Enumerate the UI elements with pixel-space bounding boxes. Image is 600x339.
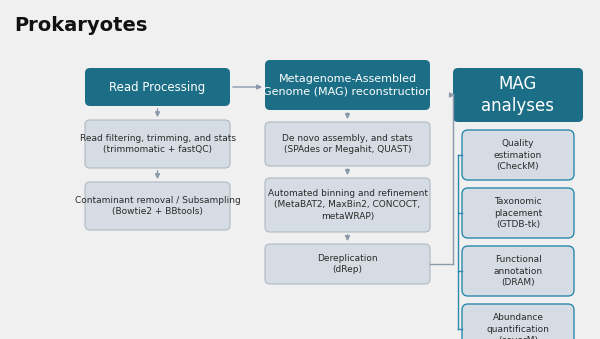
FancyBboxPatch shape: [265, 60, 430, 110]
FancyBboxPatch shape: [265, 178, 430, 232]
Text: Metagenome-Assembled
Genome (MAG) reconstruction: Metagenome-Assembled Genome (MAG) recons…: [263, 74, 432, 96]
FancyBboxPatch shape: [85, 182, 230, 230]
Text: Abundance
quantification
(coverM): Abundance quantification (coverM): [487, 313, 550, 339]
FancyBboxPatch shape: [453, 68, 583, 122]
Text: Taxonomic
placement
(GTDB-tk): Taxonomic placement (GTDB-tk): [494, 197, 542, 229]
Text: Automated binning and refinement
(MetaBAT2, MaxBin2, CONCOCT,
metaWRAP): Automated binning and refinement (MetaBA…: [268, 189, 427, 221]
Text: Read Processing: Read Processing: [109, 80, 206, 94]
FancyBboxPatch shape: [462, 246, 574, 296]
FancyBboxPatch shape: [462, 188, 574, 238]
Text: MAG
analyses: MAG analyses: [482, 75, 554, 116]
FancyBboxPatch shape: [462, 304, 574, 339]
Text: Quality
estimation
(CheckM): Quality estimation (CheckM): [494, 139, 542, 171]
Text: De novo assembly, and stats
(SPAdes or Megahit, QUAST): De novo assembly, and stats (SPAdes or M…: [282, 134, 413, 154]
FancyBboxPatch shape: [85, 120, 230, 168]
Text: Read filtering, trimming, and stats
(trimmomatic + fastQC): Read filtering, trimming, and stats (tri…: [79, 134, 235, 154]
Text: Dereplication
(dRep): Dereplication (dRep): [317, 254, 378, 274]
Text: Prokaryotes: Prokaryotes: [14, 16, 148, 35]
FancyBboxPatch shape: [85, 68, 230, 106]
FancyBboxPatch shape: [462, 130, 574, 180]
Text: Contaminant removal / Subsampling
(Bowtie2 + BBtools): Contaminant removal / Subsampling (Bowti…: [74, 196, 241, 216]
FancyBboxPatch shape: [265, 122, 430, 166]
Text: Functional
annotation
(DRAM): Functional annotation (DRAM): [493, 255, 542, 287]
FancyBboxPatch shape: [265, 244, 430, 284]
